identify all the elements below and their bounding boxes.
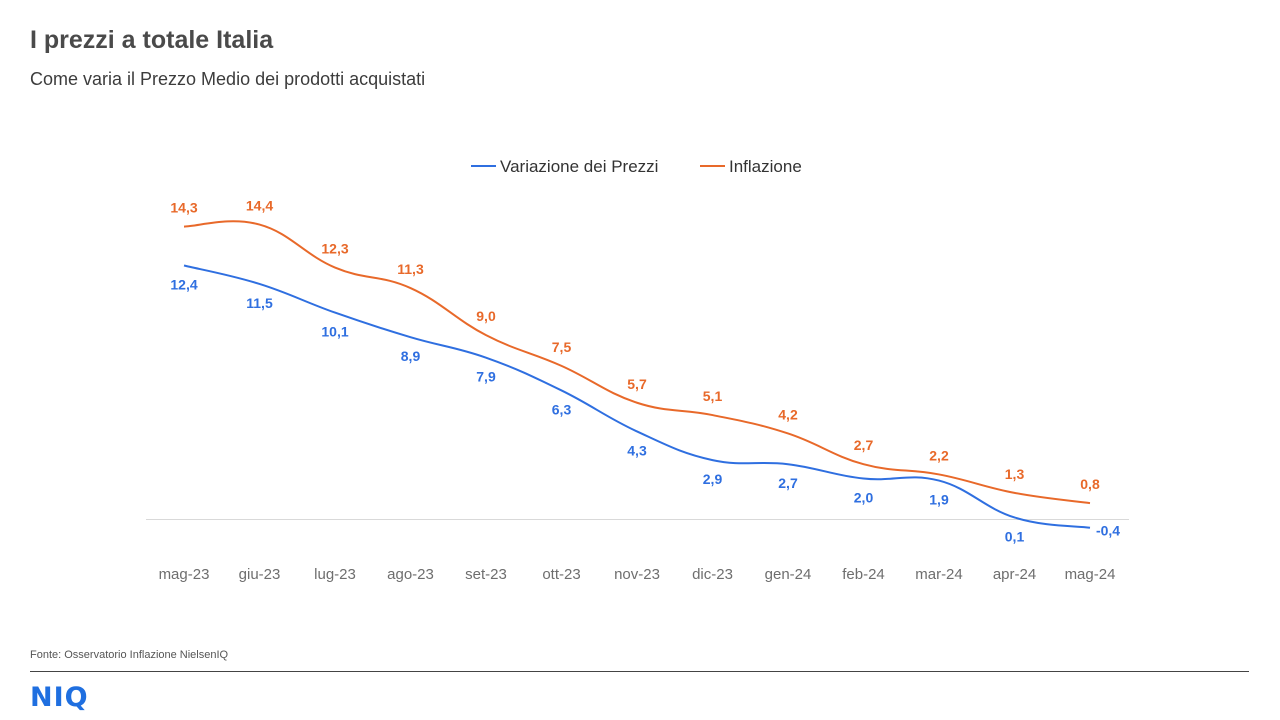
x-tick-label: ott-23 bbox=[542, 566, 580, 583]
x-axis-ticks: mag-23 giu-23 lug-23 ago-23 set-23 ott-23 nov-… bbox=[159, 566, 1116, 583]
data-label-variazione-dei-prezzi: 11,5 bbox=[246, 295, 273, 311]
data-label-inflazione: 14,3 bbox=[170, 200, 197, 216]
data-label-variazione-dei-prezzi: 10,1 bbox=[321, 324, 348, 340]
data-label-inflazione: 12,3 bbox=[321, 241, 348, 257]
source-note: Fonte: Osservatorio Inflazione NielsenIQ bbox=[30, 649, 229, 661]
data-label-variazione-dei-prezzi: 4,3 bbox=[627, 442, 647, 458]
data-label-variazione-dei-prezzi: 7,9 bbox=[476, 369, 496, 385]
series-layer bbox=[183, 220, 1091, 529]
x-tick-label: ago-23 bbox=[387, 566, 434, 583]
x-tick-label: giu-23 bbox=[239, 566, 281, 583]
legend-label: Inflazione bbox=[729, 157, 802, 176]
chart-legend: Variazione dei Prezzi Inflazione bbox=[471, 157, 802, 176]
legend-label: Variazione dei Prezzi bbox=[500, 157, 658, 176]
data-label-variazione-dei-prezzi: 2,0 bbox=[854, 490, 874, 506]
chart-subtitle: Come varia il Prezzo Medio dei prodotti … bbox=[30, 69, 426, 89]
data-label-inflazione: 5,1 bbox=[703, 388, 723, 404]
x-tick-label: gen-24 bbox=[765, 566, 812, 583]
x-tick-label: apr-24 bbox=[993, 566, 1036, 583]
x-tick-label: mag-23 bbox=[159, 566, 210, 583]
x-tick-label: set-23 bbox=[465, 566, 507, 583]
data-label-variazione-dei-prezzi: 8,9 bbox=[401, 348, 421, 364]
data-label-inflazione: 5,7 bbox=[627, 376, 647, 392]
x-tick-label: mar-24 bbox=[915, 566, 963, 583]
x-tick-label: feb-24 bbox=[842, 566, 885, 583]
chart-title: I prezzi a totale Italia bbox=[30, 26, 274, 54]
data-label-inflazione: 2,2 bbox=[929, 447, 949, 463]
logo-text: NIQ bbox=[30, 682, 89, 713]
data-label-variazione-dei-prezzi: 6,3 bbox=[552, 401, 572, 417]
data-label-inflazione: 0,8 bbox=[1080, 476, 1100, 492]
data-label-inflazione: 4,2 bbox=[778, 406, 798, 422]
data-label-variazione-dei-prezzi: 0,1 bbox=[1005, 528, 1025, 544]
data-label-variazione-dei-prezzi: 12,4 bbox=[170, 277, 197, 293]
data-label-inflazione: 11,3 bbox=[397, 261, 424, 277]
niq-logo: NIQ bbox=[30, 682, 89, 713]
data-label-variazione-dei-prezzi: 1,9 bbox=[929, 492, 949, 508]
data-label-variazione-dei-prezzi: 2,7 bbox=[778, 475, 798, 491]
line-chart: Variazione dei Prezzi Inflazione 12,4 11,5… bbox=[146, 157, 1129, 583]
data-label-inflazione: 2,7 bbox=[854, 437, 874, 453]
data-label-variazione-dei-prezzi: -0,4 bbox=[1096, 523, 1120, 539]
x-tick-label: mag-24 bbox=[1065, 566, 1116, 583]
footer-divider bbox=[30, 671, 1249, 672]
data-label-inflazione: 9,0 bbox=[476, 308, 496, 324]
data-label-variazione-dei-prezzi: 2,9 bbox=[703, 471, 723, 487]
series-line-inflazione bbox=[183, 220, 1091, 505]
data-label-inflazione: 7,5 bbox=[552, 339, 572, 355]
x-tick-label: lug-23 bbox=[314, 566, 356, 583]
series-line-variazione-dei-prezzi bbox=[183, 264, 1091, 529]
data-label-inflazione: 14,4 bbox=[246, 198, 273, 214]
data-labels: 12,4 11,5 10,1 8,9 7,9 6,3 4,3 2,9 2,7 2,0 1,9 0,1 -… bbox=[170, 198, 1120, 545]
x-tick-label: nov-23 bbox=[614, 566, 660, 583]
x-tick-label: dic-23 bbox=[692, 566, 733, 583]
data-label-inflazione: 1,3 bbox=[1005, 466, 1025, 482]
